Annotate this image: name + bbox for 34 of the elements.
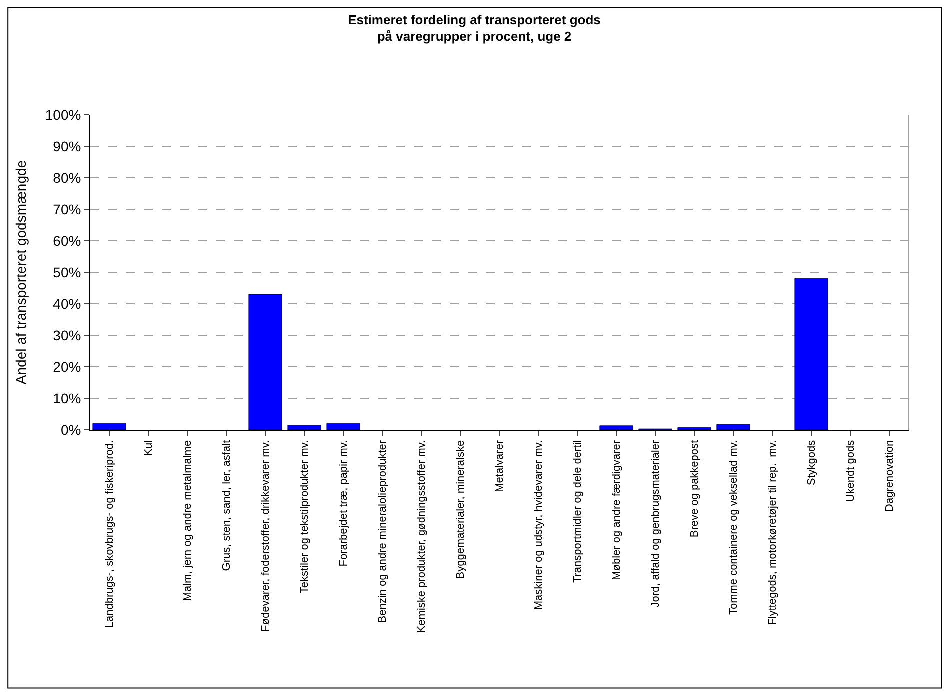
- x-tick-label: Malm, jern og andre metalmalme: [182, 440, 194, 602]
- y-tick-label: 40%: [53, 296, 82, 312]
- x-tick-label: Flyttegods, motorkøretøjer til rep. mv.: [767, 440, 780, 626]
- y-tick-label: 0%: [60, 422, 82, 438]
- x-tick-label: Ukendt gods: [845, 440, 858, 502]
- x-tick-label: Transportmidler og dele dertil: [572, 440, 584, 584]
- y-tick-label: 20%: [53, 358, 82, 375]
- x-tick-label: Maskiner og udstyr, hvidevarer mv.: [533, 440, 546, 610]
- x-tick-label: Benzin og andre mineralolieprodukter: [377, 440, 390, 624]
- x-tick-label: Forarbejdet træ, papir mv.: [338, 440, 350, 567]
- y-tick-label: 60%: [53, 232, 82, 249]
- chart-title: Estimeret fordeling af transporteret gods på varegrupper i procent, uge 2: [348, 12, 601, 44]
- y-tick-label: 100%: [45, 106, 82, 123]
- x-tick-label: Dagrenovation: [884, 440, 896, 512]
- x-tick-label: Møbler og andre færdigvarer: [611, 440, 624, 580]
- x-tick-label: Kemiske produkter, gødningsstoffer mv.: [416, 440, 428, 634]
- y-tick-label: 30%: [53, 327, 82, 344]
- y-tick-label: 10%: [53, 390, 82, 406]
- x-tick-label: Tomme containere og veksellad mv.: [728, 440, 740, 616]
- x-tick-label: Breve og pakkepost: [689, 440, 702, 538]
- y-tick-label: 80%: [53, 170, 82, 186]
- x-tick-label: Fødevarer, foderstoffer, drikkevarer mv.: [260, 440, 272, 632]
- y-tick-label: 90%: [53, 138, 82, 154]
- y-tick-label: 70%: [53, 201, 82, 218]
- x-tick-label: Stykgods: [806, 440, 818, 486]
- x-tick-label: Metalvarer: [494, 440, 506, 492]
- x-tick-label: Tekstiler og tekstilprodukter mv.: [299, 440, 312, 594]
- x-tick-label: Landbrugs-, skovbrugs- og fiskeriprod.: [104, 440, 116, 628]
- y-tick-label: 50%: [53, 264, 82, 280]
- x-tick-label: Kul: [143, 440, 156, 456]
- y-axis-title: Andel af transporteret godsmængde: [12, 160, 29, 385]
- x-tick-label: Jord, affald og genbrugsmaterialer: [650, 440, 662, 608]
- x-tick-label: Byggematerialer, mineralske: [455, 440, 468, 580]
- x-tick-label: Grus, sten, sand, ler, asfalt: [221, 440, 234, 572]
